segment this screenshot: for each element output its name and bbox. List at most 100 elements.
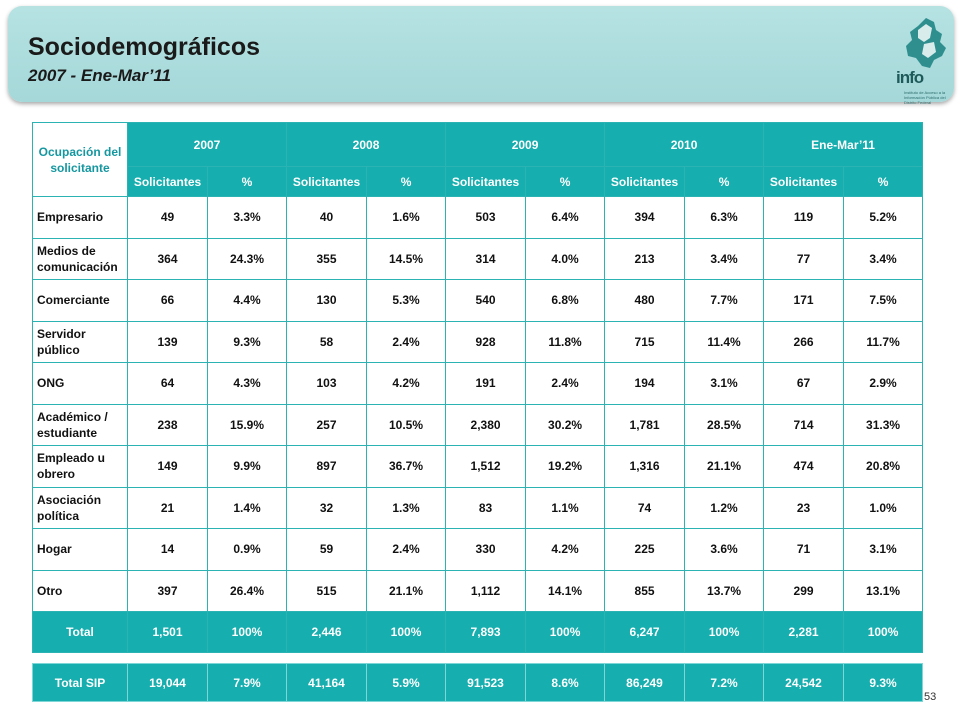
cell-solicitantes: 66 xyxy=(127,279,208,322)
table-row: ONG 64 4.3% 103 4.2% 191 2.4% 194 3.1% 67 2.9% xyxy=(32,362,924,405)
cell-percent: 11.8% xyxy=(525,320,606,363)
row-label: Comerciante xyxy=(32,279,128,322)
table-row: Empleado u obrero 149 9.9% 897 36.7% 1,512 19.… xyxy=(32,445,924,488)
sip-total: 91,523 xyxy=(445,663,526,702)
cell-percent: 9.9% xyxy=(206,445,288,488)
cell-solicitantes: 314 xyxy=(445,237,527,280)
cell-solicitantes: 257 xyxy=(286,403,368,446)
row-label: Empleado u obrero xyxy=(32,445,128,488)
subheader-row: Solicitantes % Solicitantes % Solicitant… xyxy=(33,166,924,197)
cell-solicitantes: 149 xyxy=(127,445,208,488)
cell-percent: 24.3% xyxy=(206,237,288,280)
cell-solicitantes: 21 xyxy=(127,486,208,529)
subheader-percent: % xyxy=(525,166,606,197)
occupation-header: Ocupación del solicitante xyxy=(32,122,128,197)
cell-percent: 2.4% xyxy=(525,362,606,405)
cell-percent: 6.3% xyxy=(684,196,765,239)
total-sip-row: Total SIP 19,044 7.9% 41,164 5.9% 91,523 8.6% 8… xyxy=(32,663,923,702)
cell-percent: 2.4% xyxy=(366,528,447,571)
cell-percent: 20.8% xyxy=(843,445,924,488)
cell-percent: 1.0% xyxy=(843,486,924,529)
sip-percent: 7.2% xyxy=(684,663,764,702)
cell-solicitantes: 1,512 xyxy=(445,445,527,488)
table-row: Académico / estudiante 238 15.9% 257 10.5% 2,… xyxy=(32,403,924,446)
cell-solicitantes: 266 xyxy=(763,320,845,363)
cell-solicitantes: 540 xyxy=(445,279,527,322)
total-row: Total 1,501 100% 2,446 100% 7,893 100% 6,247 100… xyxy=(32,611,924,653)
cell-solicitantes: 71 xyxy=(763,528,845,571)
cell-solicitantes: 714 xyxy=(763,403,845,446)
cell-percent: 6.8% xyxy=(525,279,606,322)
cell-percent: 13.7% xyxy=(684,569,765,612)
cell-percent: 11.7% xyxy=(843,320,924,363)
cell-percent: 30.2% xyxy=(525,403,606,446)
cell-solicitantes: 855 xyxy=(604,569,686,612)
row-label: Servidor público xyxy=(32,320,128,363)
total-solicitantes: 2,281 xyxy=(763,611,845,653)
sip-percent: 5.9% xyxy=(366,663,446,702)
cell-solicitantes: 397 xyxy=(127,569,208,612)
sip-percent: 9.3% xyxy=(843,663,923,702)
cell-percent: 1.2% xyxy=(684,486,765,529)
page-title: Sociodemográficos xyxy=(28,33,260,61)
subheader-solicitantes: Solicitantes xyxy=(445,166,527,197)
cell-solicitantes: 32 xyxy=(286,486,368,529)
cell-percent: 4.0% xyxy=(525,237,606,280)
cell-percent: 1.3% xyxy=(366,486,447,529)
cell-percent: 28.5% xyxy=(684,403,765,446)
subheader-percent: % xyxy=(206,166,288,197)
cell-solicitantes: 225 xyxy=(604,528,686,571)
cell-percent: 14.5% xyxy=(366,237,447,280)
cell-percent: 21.1% xyxy=(366,569,447,612)
cell-percent: 3.3% xyxy=(206,196,288,239)
cell-percent: 4.2% xyxy=(366,362,447,405)
cell-percent: 1.1% xyxy=(525,486,606,529)
cell-percent: 1.4% xyxy=(206,486,288,529)
cell-solicitantes: 238 xyxy=(127,403,208,446)
cell-percent: 3.4% xyxy=(843,237,924,280)
logo-word: info xyxy=(896,68,924,87)
total-solicitantes: 1,501 xyxy=(127,611,208,653)
cell-solicitantes: 299 xyxy=(763,569,845,612)
table-row: Servidor público 139 9.3% 58 2.4% 928 11.8% 715… xyxy=(32,320,924,363)
total-percent: 100% xyxy=(525,611,606,653)
cell-solicitantes: 191 xyxy=(445,362,527,405)
cell-solicitantes: 74 xyxy=(604,486,686,529)
subheader-percent: % xyxy=(366,166,447,197)
row-label: Empresario xyxy=(32,196,128,239)
row-label: Medios de comunicación xyxy=(32,237,128,280)
period-header: 2008 xyxy=(286,122,447,167)
cell-percent: 3.1% xyxy=(843,528,924,571)
total-sip-table: Total SIP 19,044 7.9% 41,164 5.9% 91,523 8.6% 8… xyxy=(32,663,923,702)
cell-percent: 9.3% xyxy=(206,320,288,363)
cell-percent: 21.1% xyxy=(684,445,765,488)
cell-percent: 19.2% xyxy=(525,445,606,488)
cell-solicitantes: 49 xyxy=(127,196,208,239)
cell-solicitantes: 928 xyxy=(445,320,527,363)
total-percent: 100% xyxy=(843,611,924,653)
cell-solicitantes: 194 xyxy=(604,362,686,405)
subheader-solicitantes: Solicitantes xyxy=(286,166,368,197)
total-percent: 100% xyxy=(684,611,765,653)
total-solicitantes: 6,247 xyxy=(604,611,686,653)
cell-percent: 4.4% xyxy=(206,279,288,322)
cell-solicitantes: 103 xyxy=(286,362,368,405)
row-label: Académico / estudiante xyxy=(32,403,128,446)
cell-percent: 2.4% xyxy=(366,320,447,363)
cell-percent: 5.3% xyxy=(366,279,447,322)
cell-solicitantes: 2,380 xyxy=(445,403,527,446)
table-row: Otro 397 26.4% 515 21.1% 1,112 14.1% 855 13.7% 29… xyxy=(32,569,924,612)
cell-solicitantes: 58 xyxy=(286,320,368,363)
sip-percent: 7.9% xyxy=(207,663,287,702)
occupation-table: Ocupación del solicitante 2007 2008 2009… xyxy=(32,122,924,653)
logo-caption: Instituto de Acceso a la Información Púb… xyxy=(904,90,946,105)
total-solicitantes: 7,893 xyxy=(445,611,527,653)
cell-percent: 31.3% xyxy=(843,403,924,446)
row-label: Otro xyxy=(32,569,128,612)
table-row: Medios de comunicación 364 24.3% 355 14.5% 31… xyxy=(32,237,924,280)
cell-solicitantes: 515 xyxy=(286,569,368,612)
cell-solicitantes: 139 xyxy=(127,320,208,363)
cell-solicitantes: 171 xyxy=(763,279,845,322)
total-percent: 100% xyxy=(206,611,288,653)
cell-percent: 6.4% xyxy=(525,196,606,239)
